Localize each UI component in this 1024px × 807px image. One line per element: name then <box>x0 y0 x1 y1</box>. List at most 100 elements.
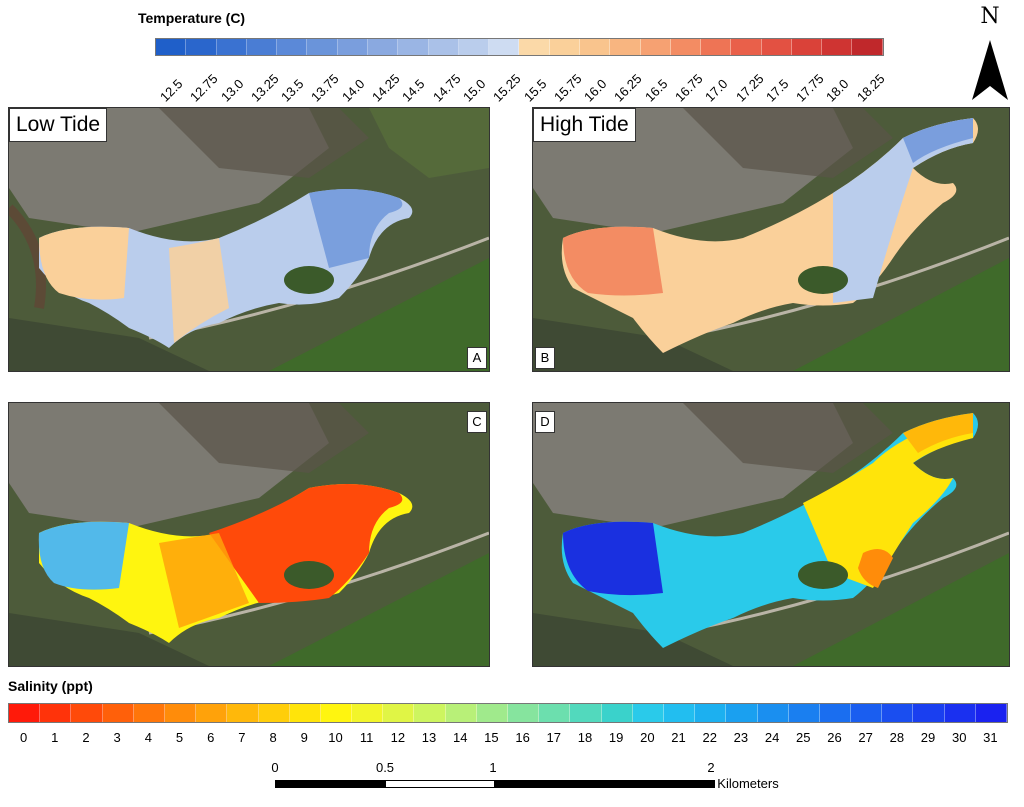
salinity-tick-label: 3 <box>113 730 121 745</box>
salinity-swatch <box>164 704 197 722</box>
salinity-tick-label: 1 <box>51 730 59 745</box>
salinity-tick-label: 19 <box>608 730 624 745</box>
temperature-swatch <box>307 39 338 55</box>
salinity-tick-label: 0 <box>19 730 28 745</box>
temperature-color-ramp <box>155 38 884 56</box>
salinity-swatch <box>757 704 789 722</box>
temperature-tick-label: 15.75 <box>550 70 585 105</box>
salinity-swatch <box>133 704 165 722</box>
salinity-tick-label: 12 <box>390 730 406 745</box>
salinity-swatch <box>788 704 820 722</box>
salinity-legend-title: Salinity (ppt) <box>8 678 93 694</box>
temperature-tick-label: 17.25 <box>732 70 767 105</box>
temperature-tick-label: 15.0 <box>459 76 489 105</box>
scale-bar-segment-1 <box>275 780 385 788</box>
temperature-tick-label: 17.5 <box>762 76 792 105</box>
salinity-tick-label: 23 <box>733 730 749 745</box>
temperature-tick-label: 14.25 <box>369 70 403 105</box>
salinity-swatch <box>414 704 446 722</box>
salinity-swatch <box>476 704 508 722</box>
scale-label-1: 1 <box>489 760 497 775</box>
salinity-swatch <box>227 704 259 722</box>
salinity-swatch <box>913 704 945 722</box>
north-arrow-label: N <box>980 4 1000 29</box>
salinity-tick-label: 16 <box>515 730 530 745</box>
temperature-tick-label: 16.0 <box>581 76 610 105</box>
salinity-tick-label: 18 <box>577 730 593 745</box>
salinity-tick-label: 21 <box>671 730 686 745</box>
salinity-tick-label: 24 <box>764 730 780 745</box>
salinity-swatch <box>40 704 72 722</box>
salinity-swatch <box>851 704 883 722</box>
temperature-tick-label: 13.0 <box>217 76 247 105</box>
salinity-swatch <box>102 704 134 722</box>
salinity-swatch <box>663 704 696 722</box>
temperature-tick-label: 16.75 <box>671 70 706 105</box>
salinity-tick-label: 30 <box>951 730 967 745</box>
salinity-swatch <box>695 704 727 722</box>
map-panel-d: D <box>532 402 1010 667</box>
scale-bar-segment-3 <box>495 780 715 788</box>
salinity-swatch <box>819 704 852 722</box>
temperature-tick-label: 18.0 <box>823 76 852 105</box>
scale-label-0: 0 <box>271 760 279 775</box>
scale-bar <box>275 776 715 788</box>
salinity-tick-label: 25 <box>796 730 811 745</box>
salinity-tick-label: 4 <box>144 730 152 745</box>
temperature-swatch <box>337 39 368 55</box>
temperature-tick-label: 16.5 <box>641 76 671 105</box>
salinity-tick-label: 10 <box>328 730 343 745</box>
temperature-swatch <box>610 39 641 55</box>
salinity-color-ramp <box>8 703 1008 723</box>
salinity-tick-label: 14 <box>452 730 468 745</box>
temperature-swatch <box>156 39 187 55</box>
temperature-swatch <box>246 39 278 55</box>
temperature-swatch <box>367 39 399 55</box>
salinity-tick-label: 13 <box>421 730 437 745</box>
salinity-swatch <box>258 704 290 722</box>
salinity-swatch <box>601 704 633 722</box>
salinity-tick-label: 22 <box>702 730 717 745</box>
map-panel-a: Low Tide A <box>8 107 490 372</box>
temperature-swatch <box>216 39 247 55</box>
temperature-tick-label: 16.25 <box>611 70 645 105</box>
salinity-tick-label: 17 <box>546 730 562 745</box>
salinity-tick-label: 7 <box>238 730 246 745</box>
temperature-swatch <box>670 39 702 55</box>
north-arrow-icon <box>972 40 1008 100</box>
temperature-tick-label: 15.5 <box>520 76 550 105</box>
aerial-imagery-d <box>533 403 1009 666</box>
panel-title-high-tide: High Tide <box>533 108 636 142</box>
salinity-tick-label: 26 <box>827 730 842 745</box>
salinity-swatch <box>726 704 758 722</box>
salinity-swatch <box>9 704 41 722</box>
scale-bar-segment-2 <box>385 780 495 788</box>
salinity-tick-label: 8 <box>269 730 277 745</box>
salinity-swatch <box>352 704 384 722</box>
salinity-tick-label: 28 <box>889 730 905 745</box>
temperature-tick-label: 14.0 <box>338 76 368 105</box>
salinity-swatch <box>539 704 571 722</box>
temperature-swatch <box>489 39 520 55</box>
panel-letter-d: D <box>535 411 555 433</box>
salinity-swatch <box>320 704 353 722</box>
salinity-swatch <box>196 704 228 722</box>
temperature-swatch <box>428 39 459 55</box>
temperature-swatch <box>701 39 732 55</box>
salinity-tick-label: 27 <box>858 730 873 745</box>
scale-label-0-5: 0.5 <box>375 760 395 775</box>
salinity-swatch <box>632 704 664 722</box>
salinity-swatch <box>289 704 321 722</box>
temperature-tick-label: 13.25 <box>247 70 282 105</box>
salinity-swatch <box>71 704 103 722</box>
temperature-tick-label: 12.75 <box>187 70 221 105</box>
salinity-swatch <box>508 704 540 722</box>
temperature-tick-label: 14.75 <box>429 70 464 105</box>
temperature-tick-label: 12.5 <box>157 76 186 105</box>
salinity-tick-label: 11 <box>359 730 374 745</box>
temperature-swatch <box>640 39 671 55</box>
salinity-swatch <box>882 704 914 722</box>
scale-unit-label: Kilometers <box>717 776 779 791</box>
temperature-swatch <box>791 39 823 55</box>
temperature-tick-label: 18.25 <box>853 70 888 105</box>
